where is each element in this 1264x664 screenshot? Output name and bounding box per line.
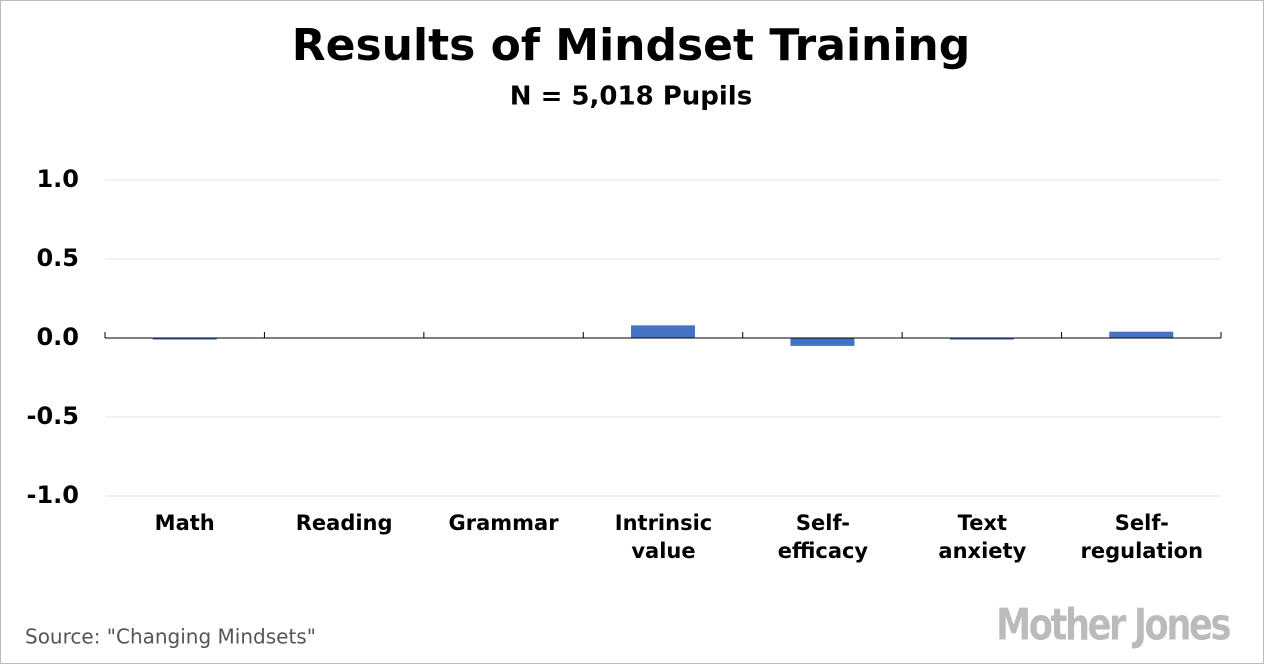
chart-title: Results of Mindset Training <box>292 20 971 71</box>
x-tick-label: Text anxiety <box>938 511 1027 563</box>
bar <box>152 338 217 340</box>
y-tick-label: -0.5 <box>27 402 79 430</box>
source-note: Source: "Changing Mindsets" <box>25 625 316 649</box>
bar <box>949 338 1014 340</box>
x-tick-label: Grammar <box>448 511 559 535</box>
y-tick-label: -1.0 <box>27 481 79 509</box>
y-tick-label: 0.0 <box>36 323 79 351</box>
y-tick-label: 0.5 <box>36 244 79 272</box>
chart-subtitle: N = 5,018 Pupils <box>510 82 752 112</box>
x-tick-label: Intrinsic value <box>614 511 713 563</box>
bar <box>790 338 855 346</box>
bar <box>631 325 695 338</box>
x-tick-label: Math <box>154 511 215 535</box>
bar <box>1109 331 1174 338</box>
x-tick-label: Self-efficacy <box>777 511 869 563</box>
x-tick-label: Reading <box>295 511 393 535</box>
y-tick-label: 1.0 <box>36 165 79 193</box>
logo: Mother Jones <box>996 600 1230 651</box>
x-tick-label: Self-regulation <box>1080 511 1204 563</box>
